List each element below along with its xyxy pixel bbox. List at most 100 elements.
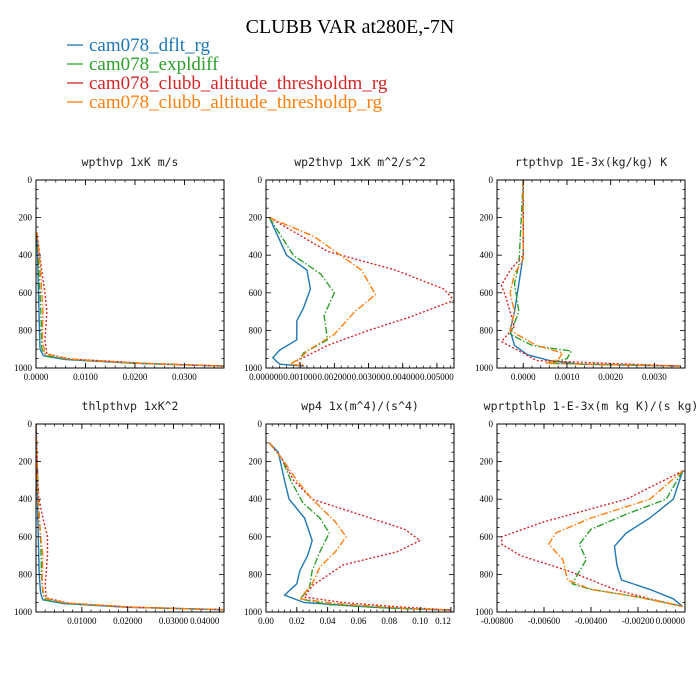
legend-entry-3: cam078_clubb_altitude_thresholdp_rg (89, 92, 383, 113)
y-tick-label: 400 (19, 494, 33, 504)
x-tick-label: 0.0100 (73, 372, 98, 382)
x-tick-label: 0.12 (435, 616, 451, 626)
series-line-3 (548, 470, 684, 608)
x-tick-label: 0.000000 (249, 372, 283, 382)
x-tick-label: 0.0020 (598, 372, 623, 382)
y-tick-label: 1000 (475, 607, 494, 617)
x-tick-label: 0.0000 (24, 372, 49, 382)
x-tick-label: 0.0010 (555, 372, 580, 382)
y-tick-label: 600 (249, 532, 263, 542)
y-tick-label: 200 (480, 457, 494, 467)
panel-title: rtpthvp 1E-3x(kg/kg) K (515, 155, 667, 169)
panel-title: wp4 1x(m^4)/(s^4) (301, 399, 419, 413)
x-tick-label: 0.0030 (642, 372, 667, 382)
plot-frame (35, 423, 225, 613)
x-tick-label: 0.02 (289, 616, 305, 626)
x-tick-label: -0.00400 (575, 616, 608, 626)
y-tick-label: 800 (19, 325, 33, 335)
panel-3: thlpthvp 1xK^2 0 200 400 600 800 1000 0.01000 0.… (14, 399, 225, 626)
y-tick-label: 0 (28, 175, 33, 185)
x-tick-label: 0.005000 (420, 372, 454, 382)
y-tick-label: 0 (489, 419, 494, 429)
series-line-1 (36, 232, 224, 367)
y-tick-label: 1000 (14, 607, 33, 617)
series-line-0 (613, 470, 684, 607)
x-tick-label: -0.00600 (528, 616, 561, 626)
y-tick-label: 400 (480, 250, 494, 260)
x-tick-label: 0.06 (351, 616, 367, 626)
y-tick-label: 400 (249, 250, 263, 260)
panel-2: rtpthvp 1E-3x(kg/kg) K 0 200 400 600 800 1000 0… (475, 155, 686, 382)
series-line-0 (268, 217, 312, 367)
y-tick-label: 800 (480, 569, 494, 579)
x-tick-label: -0.00200 (622, 616, 655, 626)
series-line-2 (269, 216, 454, 367)
y-tick-label: 1000 (244, 363, 263, 373)
figure-title: CLUBB VAR at280E,-7N (246, 16, 455, 38)
x-tick-label: 0.01000 (67, 616, 97, 626)
panel-title: thlpthvp 1xK^2 (82, 399, 179, 413)
series-line-1 (509, 180, 681, 367)
plot-frame (265, 179, 455, 369)
x-tick-label: 0.0300 (172, 372, 197, 382)
y-tick-label: 800 (249, 569, 263, 579)
y-tick-label: 0 (258, 419, 263, 429)
y-tick-label: 800 (480, 325, 494, 335)
y-tick-label: 0 (28, 419, 33, 429)
y-tick-label: 1000 (244, 607, 263, 617)
legend-entry-0: cam078_dflt_rg (89, 35, 211, 56)
panel-1: wp2thvp 1xK m^2/s^2020040060080010000.00… (244, 155, 455, 382)
y-tick-label: 0 (258, 175, 263, 185)
x-tick-label: 0.02000 (113, 616, 143, 626)
x-tick-label: 0.003000 (352, 372, 386, 382)
series-line-3 (36, 232, 224, 367)
y-tick-label: 0 (489, 175, 494, 185)
x-tick-label: 0.00 (258, 616, 274, 626)
y-tick-label: 800 (19, 569, 33, 579)
panel-title: wp2thvp 1xK m^2/s^2 (294, 155, 426, 169)
x-tick-label: 0.002000 (317, 372, 351, 382)
y-tick-label: 1000 (14, 363, 33, 373)
panel-title: wpthvp 1xK m/s (82, 155, 179, 169)
panel-5: wprtpthlp 1-E-3x(m kg K)/(s kg) 0 200 400 60… (475, 399, 698, 626)
y-tick-label: 400 (249, 494, 263, 504)
x-tick-label: -0.00800 (481, 616, 514, 626)
series-line-2 (36, 232, 224, 367)
y-tick-label: 200 (19, 457, 33, 467)
y-tick-label: 200 (480, 213, 494, 223)
y-tick-label: 600 (19, 288, 33, 298)
series-line-2 (500, 180, 681, 367)
x-tick-label: 0.10 (412, 616, 428, 626)
plot-frame (35, 179, 225, 369)
legend-entry-2: cam078_clubb_altitude_thresholdm_rg (89, 73, 388, 94)
y-tick-label: 200 (249, 213, 263, 223)
x-tick-label: 0.04 (320, 616, 336, 626)
series-line-0 (509, 180, 681, 367)
y-tick-label: 1000 (475, 363, 494, 373)
series-line-3 (269, 216, 377, 367)
y-tick-label: 400 (480, 494, 494, 504)
x-tick-label: 0.0000 (511, 372, 536, 382)
y-tick-label: 600 (480, 288, 494, 298)
series-line-3 (509, 180, 681, 367)
y-tick-label: 600 (19, 532, 33, 542)
series-line-2 (36, 424, 224, 611)
legend-entry-1: cam078_expldiff (89, 54, 219, 75)
y-tick-label: 800 (249, 325, 263, 335)
x-tick-label: 0.03000 (159, 616, 189, 626)
series-line-0 (268, 442, 451, 611)
series-line-1 (571, 470, 684, 608)
series-line-3 (268, 442, 451, 611)
legend: cam078_dflt_rgcam078_expldiffcam078_club… (67, 35, 388, 113)
x-tick-label: 0.001000 (283, 372, 317, 382)
series-line-1 (268, 442, 451, 611)
series-line-3 (36, 424, 224, 611)
y-tick-label: 600 (249, 288, 263, 298)
x-tick-label: 0.004000 (386, 372, 420, 382)
panel-title: wprtpthlp 1-E-3x(m kg K)/(s kg) (484, 399, 699, 413)
series-line-2 (268, 442, 451, 611)
